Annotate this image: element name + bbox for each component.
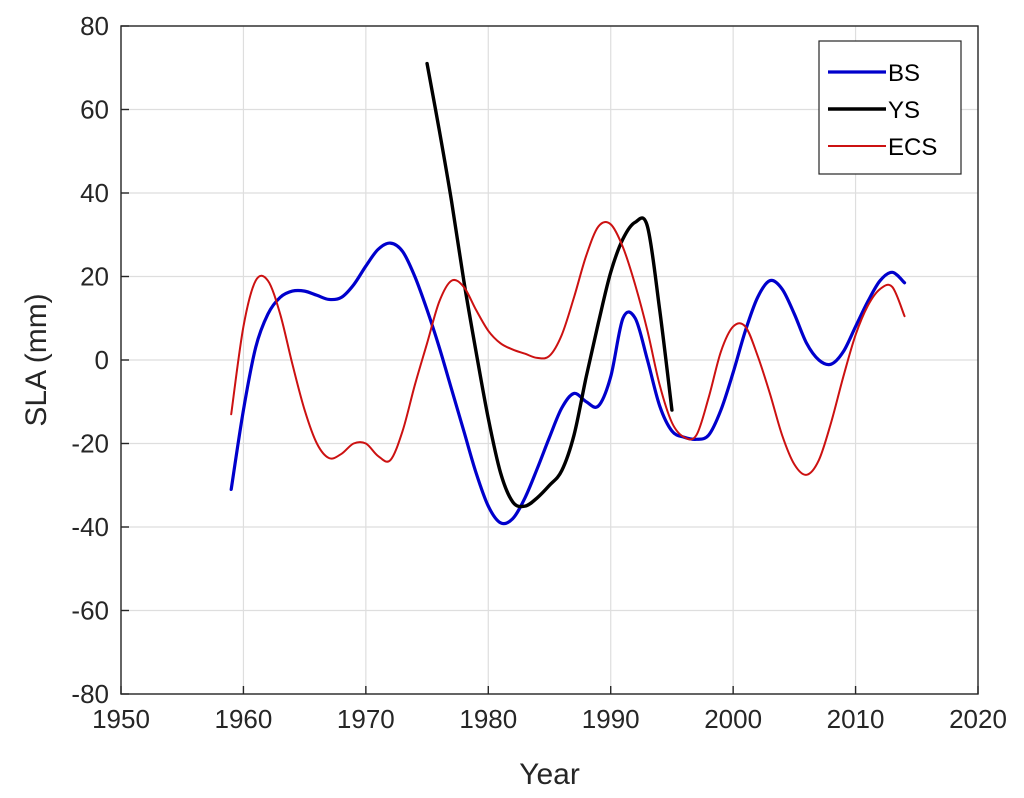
series-line-bs [229,241,907,526]
y-tick-label: 20 [80,262,109,292]
ticks: 1950 1960 1970 1980 1990 2000 2010 2020 -80 -60 -4… [71,11,1007,734]
x-tick-label: 1950 [92,704,150,734]
legend-label-ecs: ECS [888,134,937,161]
y-tick-label: 40 [80,178,109,208]
y-tick-label: -80 [71,679,109,709]
series-line-ecs [230,221,906,476]
y-axis-title: SLA (mm) [20,293,53,426]
y-tick-label: 60 [80,95,109,125]
x-tick-label: 2010 [827,704,885,734]
legend-label-ys: YS [888,97,920,124]
y-tick-label: 0 [95,345,109,375]
y-tick-label: -40 [71,512,109,542]
legend: BS YS ECS [818,40,962,175]
x-tick-label: 1990 [582,704,640,734]
x-tick-label: 2000 [704,704,762,734]
x-tick-label: 1960 [215,704,273,734]
y-tick-label: 80 [80,11,109,41]
series-group [229,61,907,526]
x-tick-label: 1970 [337,704,395,734]
y-tick-label: -20 [71,429,109,459]
y-tick-label: -60 [71,596,109,626]
legend-label-bs: BS [888,60,920,87]
x-tick-label: 1980 [459,704,517,734]
x-tick-label: 2020 [949,704,1007,734]
x-axis-title: Year [519,758,580,791]
